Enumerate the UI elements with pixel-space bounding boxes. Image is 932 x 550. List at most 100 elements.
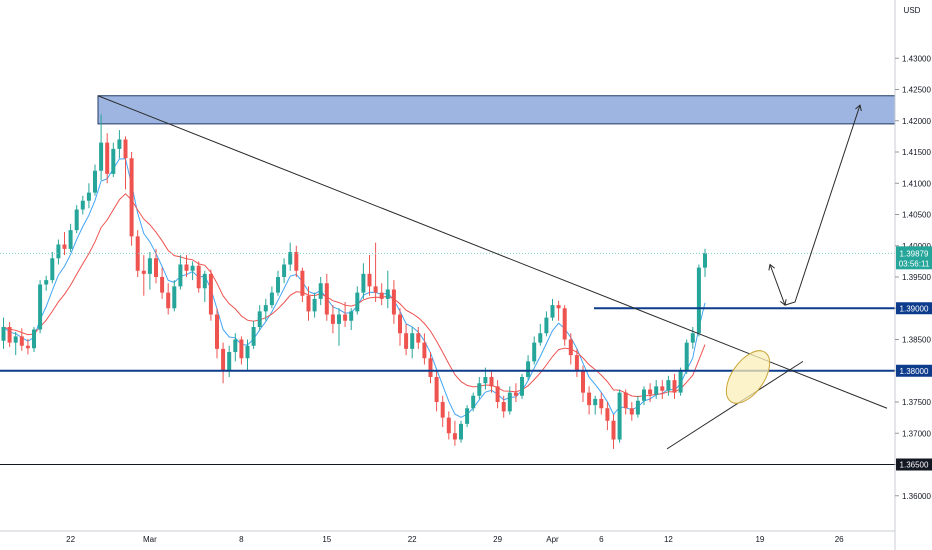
arrowhead-up	[855, 104, 862, 112]
candle-body	[288, 252, 293, 265]
price-tick-label: 1.42000	[902, 117, 931, 126]
time-tick-label: 19	[755, 535, 764, 544]
candle-body	[410, 333, 415, 349]
candle-body	[330, 314, 335, 324]
candle-body	[227, 352, 232, 371]
candle-body	[208, 273, 213, 315]
price-tick-label: 1.43000	[902, 54, 931, 63]
candle-countdown-label: 03:56:11	[899, 259, 930, 268]
time-tick-label: 12	[664, 535, 673, 544]
candle-body	[629, 408, 634, 415]
slow-moving-average	[3, 193, 706, 398]
time-tick-label: 8	[239, 535, 244, 544]
candle-body	[196, 265, 201, 289]
candle-body	[452, 433, 457, 440]
current-price-label: 1.39879	[900, 249, 929, 258]
candle-body	[648, 389, 653, 395]
candle-body	[483, 377, 488, 384]
candle-body	[623, 392, 628, 409]
ascending-trendline[interactable]	[666, 360, 804, 450]
candle-body	[513, 392, 518, 396]
candle-body	[202, 273, 207, 289]
time-axis[interactable]: 22 Mar 8 15 22 29 Apr 6 12 19 26	[66, 535, 844, 544]
candle-body	[239, 339, 244, 359]
time-tick-label: 22	[66, 535, 75, 544]
price-tick-label: 1.40000	[902, 242, 931, 251]
candle-body	[404, 333, 409, 349]
candle-body	[574, 355, 579, 371]
candle-body	[172, 286, 177, 309]
price-tick-label: 1.37500	[902, 398, 931, 407]
candle-body	[337, 314, 341, 324]
candle-body	[318, 283, 323, 299]
candle-body	[696, 267, 701, 334]
candle-body	[385, 289, 390, 299]
price-tick-label: 1.41500	[902, 148, 931, 157]
candle-body	[562, 308, 567, 340]
price-tick-label: 1.36000	[902, 492, 931, 501]
level-price-label-bg	[896, 302, 932, 315]
resistance-zone[interactable]	[97, 95, 896, 125]
candle-body	[74, 209, 79, 231]
candle-body	[306, 295, 311, 312]
candle-body	[361, 273, 366, 293]
candle-body	[105, 142, 110, 174]
current-price-label-bg	[896, 246, 932, 270]
candle-body	[117, 139, 122, 149]
candle-body	[654, 386, 659, 395]
candle-body	[1, 327, 6, 341]
candle-body	[32, 329, 36, 349]
candle-body	[422, 342, 427, 359]
candle-body	[129, 158, 134, 237]
candle-body	[635, 400, 640, 415]
highlight-ellipse[interactable]	[718, 343, 779, 411]
candle-body	[690, 333, 695, 343]
candle-body	[459, 423, 463, 440]
candle-body	[111, 148, 116, 174]
candle-body	[123, 139, 128, 159]
candle-body	[166, 292, 171, 309]
candle-body	[276, 277, 280, 293]
currency-label: USD	[904, 6, 921, 15]
candle-body	[99, 142, 104, 171]
candle-body	[416, 333, 421, 343]
time-tick-label: 15	[322, 535, 331, 544]
projection-arrow-path[interactable]	[769, 104, 861, 306]
candle-body	[398, 314, 402, 334]
candle-body	[593, 398, 598, 406]
moving-averages-layer	[3, 158, 706, 418]
time-tick-label: Apr	[546, 535, 559, 544]
time-tick-label: 29	[493, 535, 502, 544]
candle-body	[507, 392, 512, 412]
candle-body	[13, 336, 18, 343]
candle-body	[355, 292, 360, 312]
candle-body	[245, 345, 250, 359]
arrowhead-start	[768, 263, 775, 271]
candle-body	[495, 386, 500, 402]
candle-body	[251, 327, 256, 346]
candle-body	[440, 402, 445, 418]
candle-body	[526, 361, 531, 377]
candle-body	[294, 252, 299, 271]
candle-body	[343, 314, 348, 321]
level-price-label-bg	[896, 364, 932, 377]
candle-body	[135, 236, 140, 271]
candle-body	[611, 420, 616, 440]
candle-body	[300, 270, 305, 296]
candle-body	[434, 377, 439, 402]
candle-body	[190, 265, 195, 271]
candle-body	[660, 386, 665, 391]
candle-body	[465, 408, 470, 424]
candle-body	[38, 284, 43, 330]
price-tick-label: 1.38500	[902, 336, 931, 345]
candle-body	[86, 192, 91, 201]
candle-body	[605, 408, 610, 421]
candle-body	[703, 253, 707, 268]
candle-body	[141, 270, 146, 274]
level-price-label: 1.39000	[900, 304, 929, 313]
candle-body	[428, 358, 433, 377]
